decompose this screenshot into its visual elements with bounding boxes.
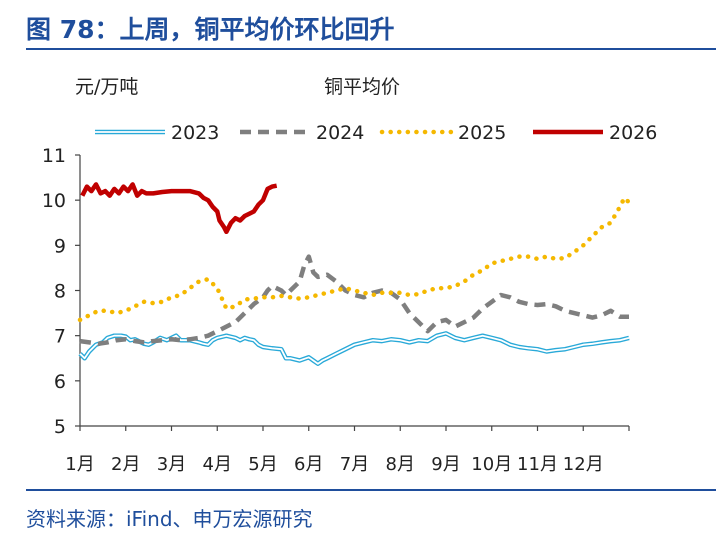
y-tick-label: 6 [54,371,66,393]
x-tick-label: 4月 [203,454,232,475]
x-tick-label: 2月 [111,454,140,475]
series-2026 [80,182,278,235]
x-tick-label: 1月 [65,454,94,475]
series-line-2026 [80,182,278,235]
y-tick-label: 10 [42,190,66,212]
y-tick-label: 7 [54,326,66,348]
series-2023 [78,331,630,366]
series-2024 [79,254,629,347]
x-tick-label: 9月 [431,454,460,475]
legend: 2023 2024 2025 2026 [95,122,657,144]
plot-area [77,182,632,366]
legend-label: 2026 [609,122,657,144]
legend-item-2025: 2025 [379,122,506,144]
legend-item-2023: 2023 [95,122,219,144]
legend-label: 2024 [316,122,364,144]
legend-label: 2023 [171,122,219,144]
unit-label: 元/万吨 [75,76,138,98]
figure-title: 图 78：上周，铜平均价环比回升 [26,15,395,44]
title-rule [26,48,716,50]
legend-item-2026: 2026 [533,122,657,144]
legend-item-2024: 2024 [240,122,364,144]
legend-label: 2025 [458,122,506,144]
source-rule [26,489,716,491]
source-note: 资料来源：iFind、申万宏源研究 [26,507,313,531]
series-line-2025 [77,195,632,323]
y-tick-label: 9 [54,235,66,257]
x-tick-label: 10月 [471,454,512,475]
x-tick-label: 8月 [386,454,415,475]
series-2025 [77,195,632,323]
y-tick-label: 5 [54,416,66,438]
axes: 5 6 7 8 9 10 11 1月 2月 3月 4月 5月 6月 7月 8月 9月 10月 11月 12月 [42,145,630,475]
x-tick-label: 11月 [517,454,558,475]
x-tick-label: 5月 [248,454,277,475]
x-tick-label: 3月 [157,454,186,475]
series-line-inner-2023 [79,332,630,365]
x-tick-label: 12月 [563,454,604,475]
chart-title: 铜平均价 [324,76,400,98]
x-tick-label: 7月 [340,454,369,475]
x-tick-label: 6月 [294,454,323,475]
series-line-2024 [79,254,629,347]
y-tick-label: 11 [42,145,66,167]
y-tick-label: 8 [54,281,66,303]
